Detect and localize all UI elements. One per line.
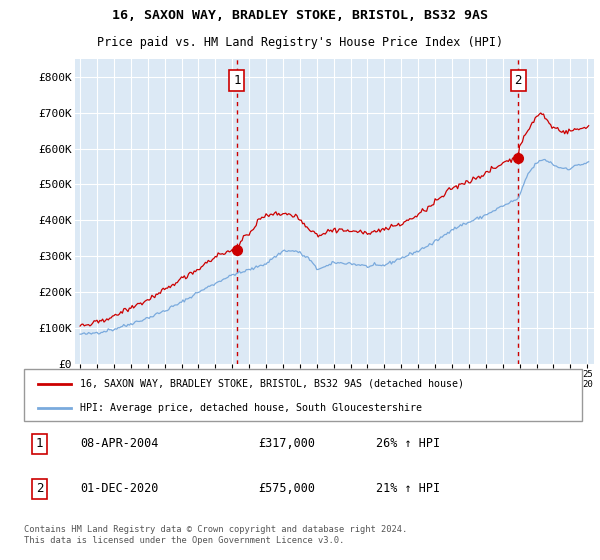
Text: 16, SAXON WAY, BRADLEY STOKE, BRISTOL, BS32 9AS (detached house): 16, SAXON WAY, BRADLEY STOKE, BRISTOL, B…: [80, 379, 464, 389]
Text: 26% ↑ HPI: 26% ↑ HPI: [376, 437, 440, 450]
Text: 1: 1: [233, 74, 241, 87]
Text: 08-APR-2004: 08-APR-2004: [80, 437, 158, 450]
Text: HPI: Average price, detached house, South Gloucestershire: HPI: Average price, detached house, Sout…: [80, 403, 422, 413]
Text: 2: 2: [515, 74, 522, 87]
Text: Price paid vs. HM Land Registry's House Price Index (HPI): Price paid vs. HM Land Registry's House …: [97, 36, 503, 49]
Text: Contains HM Land Registry data © Crown copyright and database right 2024.
This d: Contains HM Land Registry data © Crown c…: [24, 525, 407, 545]
FancyBboxPatch shape: [24, 369, 582, 421]
Text: 1: 1: [36, 437, 43, 450]
Text: 21% ↑ HPI: 21% ↑ HPI: [376, 482, 440, 495]
Text: 16, SAXON WAY, BRADLEY STOKE, BRISTOL, BS32 9AS: 16, SAXON WAY, BRADLEY STOKE, BRISTOL, B…: [112, 9, 488, 22]
Text: £575,000: £575,000: [259, 482, 316, 495]
Text: £317,000: £317,000: [259, 437, 316, 450]
Text: 2: 2: [36, 482, 43, 495]
Text: 01-DEC-2020: 01-DEC-2020: [80, 482, 158, 495]
